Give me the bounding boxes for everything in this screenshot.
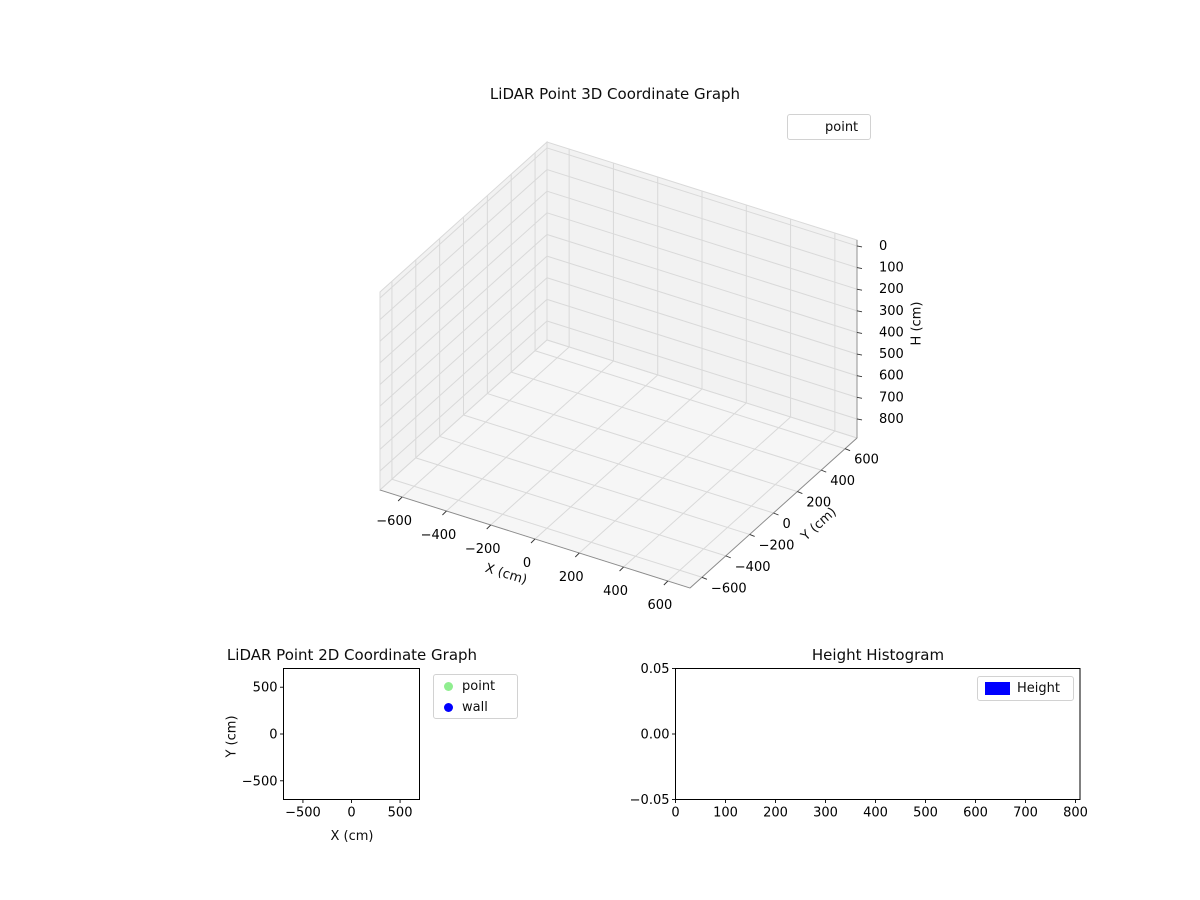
plot2d-title: LiDAR Point 2D Coordinate Graph	[226, 646, 478, 664]
svg-text:300: 300	[813, 806, 838, 821]
svg-text:−200: −200	[759, 538, 795, 553]
svg-text:400: 400	[879, 325, 904, 340]
svg-text:−400: −400	[735, 560, 771, 575]
svg-text:100: 100	[879, 261, 904, 276]
svg-text:0: 0	[347, 806, 355, 821]
plot2d-legend: point wall	[433, 674, 518, 719]
svg-text:800: 800	[879, 412, 904, 427]
legend-blank-marker	[796, 122, 825, 132]
height-swatch-icon	[985, 682, 1010, 695]
svg-text:0: 0	[783, 517, 791, 532]
svg-text:200: 200	[763, 806, 788, 821]
svg-text:700: 700	[1013, 806, 1038, 821]
svg-text:200: 200	[879, 282, 904, 297]
plot2d-legend-label-point: point	[462, 678, 496, 694]
plot3d-legend-label: point	[825, 119, 859, 135]
svg-text:−0.05: −0.05	[630, 793, 670, 808]
svg-text:−200: −200	[465, 542, 501, 557]
histogram-title: Height Histogram	[811, 646, 945, 664]
svg-text:700: 700	[879, 390, 904, 405]
svg-text:0: 0	[269, 728, 277, 743]
svg-text:−600: −600	[711, 581, 747, 596]
legend-item-point: point	[444, 677, 517, 695]
plot3d-zlabel: H (cm)	[909, 301, 925, 346]
svg-text:600: 600	[963, 806, 988, 821]
svg-text:500: 500	[879, 347, 904, 362]
svg-text:0: 0	[879, 239, 887, 254]
svg-text:−500: −500	[285, 806, 321, 821]
plot2d-ylabel: Y (cm)	[224, 715, 240, 758]
svg-text:800: 800	[1063, 806, 1088, 821]
svg-text:200: 200	[559, 570, 584, 585]
legend-item-wall: wall	[444, 698, 517, 716]
svg-text:0.00: 0.00	[641, 728, 670, 743]
point-marker-icon	[444, 681, 453, 691]
svg-text:500: 500	[253, 681, 278, 696]
plot3d-legend: point	[787, 114, 871, 140]
svg-text:100: 100	[713, 806, 738, 821]
svg-text:−500: −500	[242, 774, 278, 789]
svg-text:600: 600	[647, 598, 672, 613]
histogram-legend-label: Height	[1017, 681, 1060, 696]
svg-text:0: 0	[523, 556, 531, 571]
histogram-legend: Height	[977, 676, 1074, 701]
svg-text:400: 400	[603, 584, 628, 599]
plot2d-legend-label-wall: wall	[462, 699, 488, 715]
svg-text:600: 600	[879, 369, 904, 384]
svg-text:0: 0	[671, 806, 679, 821]
plot3d-title: LiDAR Point 3D Coordinate Graph	[489, 85, 741, 103]
svg-text:300: 300	[879, 304, 904, 319]
plot2d-xlabel: X (cm)	[330, 829, 374, 844]
wall-marker-icon	[444, 702, 453, 712]
svg-text:−400: −400	[421, 528, 457, 543]
svg-text:0.05: 0.05	[641, 662, 670, 677]
svg-text:−600: −600	[376, 514, 412, 529]
svg-text:600: 600	[854, 453, 879, 468]
svg-text:500: 500	[913, 806, 938, 821]
svg-text:200: 200	[806, 496, 831, 511]
svg-text:500: 500	[388, 806, 413, 821]
svg-text:400: 400	[830, 474, 855, 489]
svg-text:400: 400	[863, 806, 888, 821]
